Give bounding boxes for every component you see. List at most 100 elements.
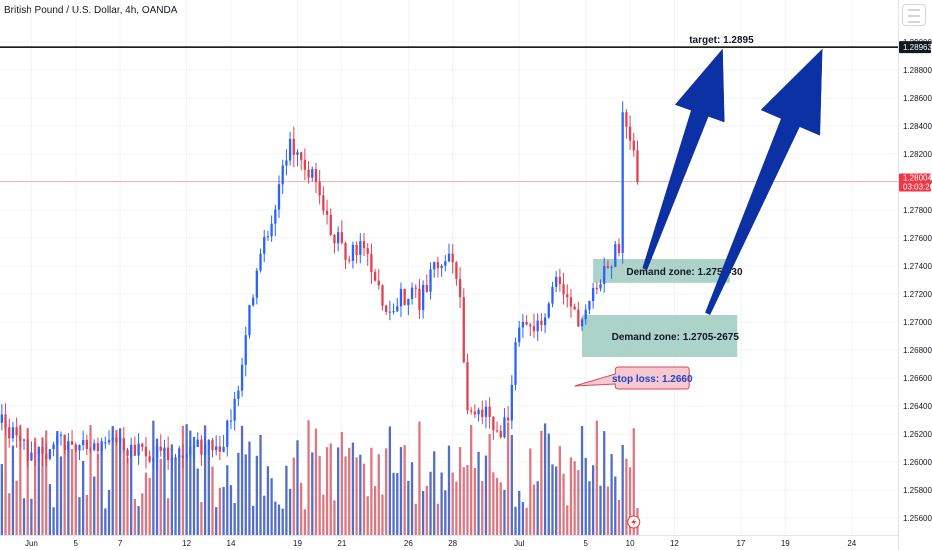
volume-bar [392,472,395,535]
candle-body [222,446,225,452]
volume-bar [233,503,236,535]
volume-bar [359,454,362,535]
volume-bar [403,445,406,535]
candle-body [580,319,584,327]
candle-body [48,449,52,459]
candle-body [632,140,635,151]
volume-bar [118,428,122,535]
price-tick-label: 1.27200 [903,290,932,299]
candle-body [19,435,22,441]
volume-bar [473,468,477,535]
candle-body [37,447,40,454]
candle-body [606,265,610,268]
candle-body [41,447,44,454]
volume-bar [96,454,100,535]
candle-body [584,309,587,320]
volume-bar [599,485,602,535]
current-price-tag: 1.28004 03:03:26 [899,173,932,192]
candle-body [396,306,399,312]
stop-loss-label: stop loss: 1.2660 [612,374,693,385]
arrow-up-icon[interactable] [705,48,823,315]
candle-body [617,244,621,253]
price-tick-label: 1.26200 [903,430,932,439]
volume-bar [591,465,595,535]
volume-bar [48,484,52,535]
volume-bar [418,421,421,535]
arrow-up-icon[interactable] [642,48,725,270]
candle-body [481,409,484,417]
price-axis[interactable]: 1.290001.288001.286001.284001.282001.280… [898,0,932,550]
candle-body [211,440,214,451]
target-price-tag-box [899,41,931,54]
candle-body [285,160,288,166]
candle-body [399,288,403,307]
volume-bar [540,430,543,535]
volume-bar [628,467,632,535]
candle-body [270,223,273,237]
volume-bar [30,498,33,535]
candle-body [444,261,447,266]
volume-bar [15,480,18,535]
price-tick-label: 1.27000 [903,318,932,327]
candle-body [562,284,565,295]
demand-zone-2-box[interactable] [582,315,738,357]
candle-body [621,112,624,253]
volume-bar [503,489,506,535]
candle-body [484,406,488,417]
volume-bar [555,466,558,535]
volume-bar [451,472,454,535]
target-label: target: 1.2895 [689,35,754,46]
candle-body [407,298,410,306]
volume-bar [155,438,159,535]
demand-zone-1-box[interactable] [593,259,730,283]
candle-body [203,444,207,455]
volume-bar [303,509,307,535]
volume-bar [8,493,11,535]
candle-body [362,241,366,249]
candle-body [70,441,74,445]
volume-bar [266,466,270,535]
volume-bar [440,472,443,535]
volume-bar [185,424,188,535]
volume-bar [562,473,565,535]
volume-bar [625,458,628,535]
volume-bar [495,477,499,535]
volume-bar [606,486,610,535]
candle-body [529,324,532,327]
candle-body [4,414,7,428]
candle-body [307,169,310,178]
candle-body [595,288,598,290]
volume-bar [26,428,29,535]
candle-body [392,311,395,313]
volume-bar [67,441,70,535]
volume-bar [510,434,513,535]
candle-body [318,181,321,196]
stop-loss-callout[interactable]: stop loss: 1.2660 [574,366,693,390]
volume-bar [543,423,547,535]
price-tick-label: 1.26000 [903,458,932,467]
time-axis[interactable]: Jun 5 7 12 14 19 21 26 28 Jul 5 10 12 17 19 24 [0,535,898,549]
volume-bar [137,506,140,535]
candle-body [56,435,59,445]
candle-body [510,384,513,421]
time-tick-label: 5 [584,539,589,548]
volume-bar [82,460,85,535]
chart-menu-button[interactable] [902,4,926,26]
volume-bar [126,457,129,535]
volume-bar [614,476,617,535]
candle-body [429,269,432,292]
candle-body [11,427,15,439]
volume-bar [104,508,107,535]
volume-bars [0,420,639,535]
volume-bar [203,425,207,535]
volume-bar [240,425,244,535]
volume-bar [115,429,118,535]
volume-bar [100,441,103,535]
volume-bar [462,467,465,535]
price-tick-label: 1.28600 [903,94,932,103]
candle-body [85,439,88,450]
volume-bar [492,472,495,535]
candle-body [488,406,491,418]
candle-body [63,434,66,451]
